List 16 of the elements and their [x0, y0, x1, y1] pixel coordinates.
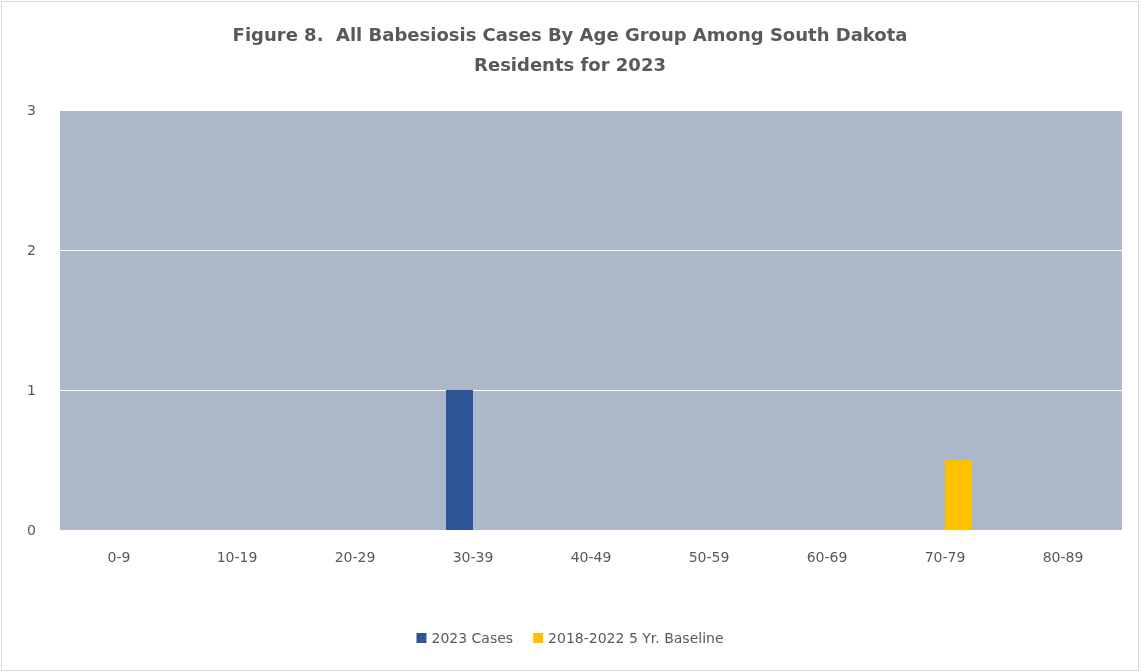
chart-title: Figure 8. All Babesiosis Cases By Age Group Among South Dakota Residents for 2023 — [232, 23, 908, 75]
y-tick-label: 1 — [27, 382, 36, 398]
x-tick-label: 60-69 — [806, 549, 848, 565]
x-tick-label: 70-79 — [924, 549, 966, 565]
x-tick-label: 10-19 — [216, 549, 258, 565]
x-tick-label: 50-59 — [688, 549, 730, 565]
y-tick-label: 0 — [27, 522, 36, 538]
legend-label: 2023 Cases — [431, 630, 514, 646]
x-tick-label: 30-39 — [452, 549, 494, 565]
x-tick-label: 40-49 — [570, 549, 612, 565]
legend-label: 2018-2022 5 Yr. Baseline — [548, 630, 724, 646]
x-tick-label: 80-89 — [1042, 549, 1084, 565]
x-tick-label: 20-29 — [334, 549, 376, 565]
y-tick-label: 2 — [27, 242, 36, 258]
x-tick-label: 0-9 — [107, 549, 131, 565]
y-tick-label: 3 — [27, 102, 36, 118]
